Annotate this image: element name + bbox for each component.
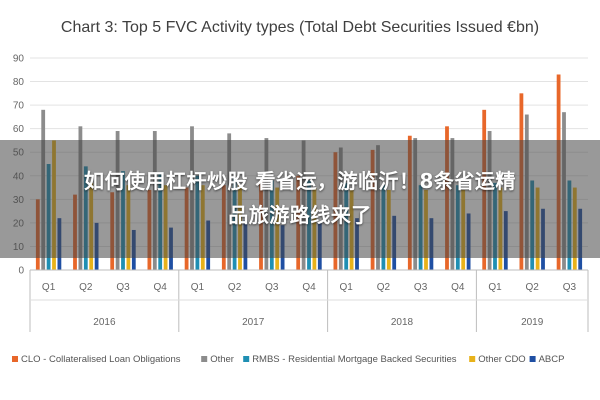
x-tick-label: Q2	[377, 282, 391, 293]
overlay-caption-line-1: 如何使用杠杆炒股 看省运，游临沂！8条省运精	[84, 169, 516, 193]
x-tick-label: Q3	[414, 282, 428, 293]
x-tick-label: Q4	[302, 282, 316, 293]
y-tick-label: 90	[13, 54, 25, 65]
legend-swatch	[201, 356, 208, 362]
x-tick-label: Q2	[526, 282, 540, 293]
legend-entry: ABCP	[539, 354, 565, 365]
x-tick-label: Q3	[563, 282, 577, 293]
legend: CLO - Collateralised Loan Obligations Oth…	[12, 354, 564, 365]
x-tick-label: Q1	[488, 282, 502, 293]
x-tick-label: Q4	[451, 282, 465, 293]
x-tick-label: Q3	[116, 282, 130, 293]
legend-swatch	[469, 356, 476, 362]
x-tick-label: Q4	[154, 282, 168, 293]
legend-entry: Other CDO	[478, 354, 526, 365]
legend-entry: Other	[210, 354, 234, 365]
x-tick-label: Q1	[340, 282, 354, 293]
y-tick-label: 60	[13, 124, 25, 135]
x-tick-label: Q2	[228, 282, 242, 293]
legend-swatch	[529, 356, 536, 362]
chart-title: Chart 3: Top 5 FVC Activity types (Total…	[61, 19, 539, 36]
x-tick-label: Q3	[265, 282, 279, 293]
overlay-caption[interactable]: 如何使用杠杆炒股 看省运，游临沂！8条省运精 品旅游路线来了	[0, 164, 600, 232]
x-tick-label: Q1	[191, 282, 205, 293]
y-tick-label: 0	[18, 266, 24, 277]
y-tick-label: 70	[13, 101, 25, 112]
x-tick-label: Q1	[42, 282, 56, 293]
legend-swatch	[12, 356, 18, 362]
year-label: 2016	[93, 317, 116, 328]
year-label: 2017	[242, 317, 265, 328]
x-tick-label: Q2	[79, 282, 93, 293]
legend-swatch	[243, 356, 250, 362]
overlay-banner	[0, 140, 600, 258]
legend-entry: RMBS - Residential Mortgage Backed Secur…	[252, 354, 457, 365]
y-tick-label: 80	[13, 77, 25, 88]
year-label: 2018	[391, 317, 414, 328]
year-label: 2019	[521, 317, 544, 328]
overlay-caption-line-2: 品旅游路线来了	[228, 203, 372, 227]
legend-entry: CLO - Collateralised Loan Obligations	[21, 354, 181, 365]
